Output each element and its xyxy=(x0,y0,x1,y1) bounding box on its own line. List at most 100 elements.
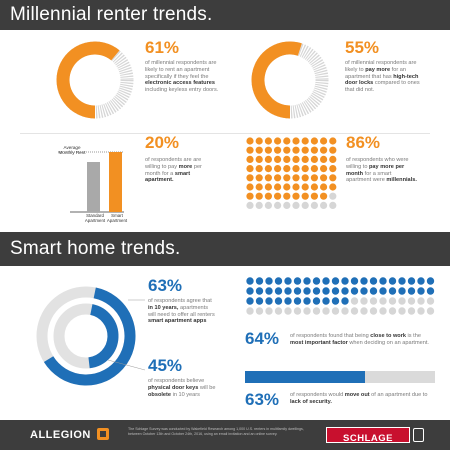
dot86-dot xyxy=(274,201,282,209)
dot86-dot xyxy=(283,137,291,145)
dot86-dot xyxy=(320,201,328,209)
dot64-dot xyxy=(379,297,387,305)
stat-20-value: 20% xyxy=(145,133,180,152)
dot64-dot xyxy=(398,297,406,305)
dot64-dot xyxy=(360,307,368,315)
dot64-dot xyxy=(274,307,283,315)
dot86-dot xyxy=(283,146,291,154)
dot86-dot xyxy=(329,201,337,209)
dot64-dot xyxy=(388,277,397,285)
dot64-dot xyxy=(341,277,349,285)
dot86-dot xyxy=(310,137,318,145)
donut-61-arc xyxy=(56,41,120,119)
stat-55-text: of millennial respondents are likely to … xyxy=(345,60,420,94)
header-band-millennial: Millennial renter trends. xyxy=(0,0,450,30)
dot64-dot xyxy=(312,277,321,285)
allegion-logo: ALLEGION xyxy=(30,429,91,441)
dot64-dot xyxy=(293,307,302,315)
dot86-dot xyxy=(301,192,309,200)
stat-20-text: of respondents are are willing to pay mo… xyxy=(145,157,202,184)
dot86-dot xyxy=(320,137,328,145)
dot64-dot xyxy=(331,307,340,315)
dot64-dot xyxy=(265,307,273,315)
stat-63a-value: 63% xyxy=(148,276,183,295)
stat-63a-text: of respondents agree that in 10 years, a… xyxy=(148,298,215,325)
dot64-dot xyxy=(398,307,406,315)
dot86-dot xyxy=(329,192,337,200)
dot64-dot xyxy=(246,307,254,315)
dot64-dot xyxy=(426,307,435,315)
dot86-dot xyxy=(264,137,272,145)
dot86-dot xyxy=(246,201,254,209)
dot86-dot xyxy=(255,183,263,191)
dot86-dot xyxy=(310,174,318,182)
dot64-dot xyxy=(369,287,378,295)
donut-61-track xyxy=(56,41,134,119)
dot86-dot xyxy=(246,165,254,173)
section-title-smart-home: Smart home trends. xyxy=(10,238,181,259)
dot86-dot xyxy=(310,165,318,173)
donut-55-arc xyxy=(251,41,302,119)
section-title-millennial: Millennial renter trends. xyxy=(10,4,213,25)
dot64-dot xyxy=(331,287,340,295)
stat-63b-value: 63% xyxy=(245,390,280,409)
dot86-dot xyxy=(246,192,254,200)
dot86-dot xyxy=(292,183,300,191)
dot86-dot xyxy=(274,155,282,163)
dot86-dot xyxy=(264,183,272,191)
dot64-dot xyxy=(369,277,378,285)
dot86-dot xyxy=(301,165,309,173)
dot86-dot xyxy=(283,192,291,200)
dot64-dot xyxy=(322,277,330,285)
dot64-dot xyxy=(322,287,330,295)
dot86-dot xyxy=(264,146,272,154)
dot86-dot xyxy=(329,165,337,173)
dot86-dot xyxy=(283,183,291,191)
dot64-dot xyxy=(379,277,387,285)
dot86-dot xyxy=(320,174,328,182)
dot64-dot xyxy=(388,297,397,305)
dot86-dot xyxy=(264,155,272,163)
divider-1 xyxy=(20,133,430,134)
dot86-dot xyxy=(255,165,263,173)
dot64-dot xyxy=(388,287,397,295)
dot64-dot xyxy=(360,277,368,285)
dot64-dot xyxy=(293,287,302,295)
dot86-dot xyxy=(264,174,272,182)
dot86-dot xyxy=(310,146,318,154)
dot86-dot xyxy=(320,155,328,163)
dot64-dot xyxy=(274,297,283,305)
dot64-dot xyxy=(255,277,264,285)
dot86-dot xyxy=(255,192,263,200)
dot64-dot xyxy=(312,297,321,305)
dot64-dot xyxy=(255,287,264,295)
dot86-dot xyxy=(246,155,254,163)
dot86-dot xyxy=(329,146,337,154)
stat-61-text: of millennial respondents are likely to … xyxy=(145,60,219,94)
dot86-dot xyxy=(329,174,337,182)
header-band-smart-home: Smart home trends. xyxy=(0,232,450,266)
dot86-dot xyxy=(264,192,272,200)
footer: ALLEGION The Schlage Survey was conducte… xyxy=(0,420,450,450)
dot86-dot xyxy=(310,183,318,191)
lock-icon xyxy=(413,428,424,442)
dot86-dot xyxy=(264,201,272,209)
dot86-dot xyxy=(283,165,291,173)
dot86-dot xyxy=(264,165,272,173)
dot86-dot xyxy=(255,137,263,145)
dot64-dot xyxy=(293,297,302,305)
dot86-dot xyxy=(274,165,282,173)
dot64-dot xyxy=(350,287,359,295)
dot64-dot xyxy=(274,287,283,295)
dot64-dot xyxy=(293,277,302,285)
dot64-dot xyxy=(379,307,387,315)
dot64-dot xyxy=(388,307,397,315)
dot86-dot xyxy=(301,183,309,191)
dot64-dot xyxy=(246,297,254,305)
dot64-dot xyxy=(360,297,368,305)
dot86-dot xyxy=(301,174,309,182)
dot64-dot xyxy=(246,287,254,295)
dot64-dot xyxy=(265,297,273,305)
